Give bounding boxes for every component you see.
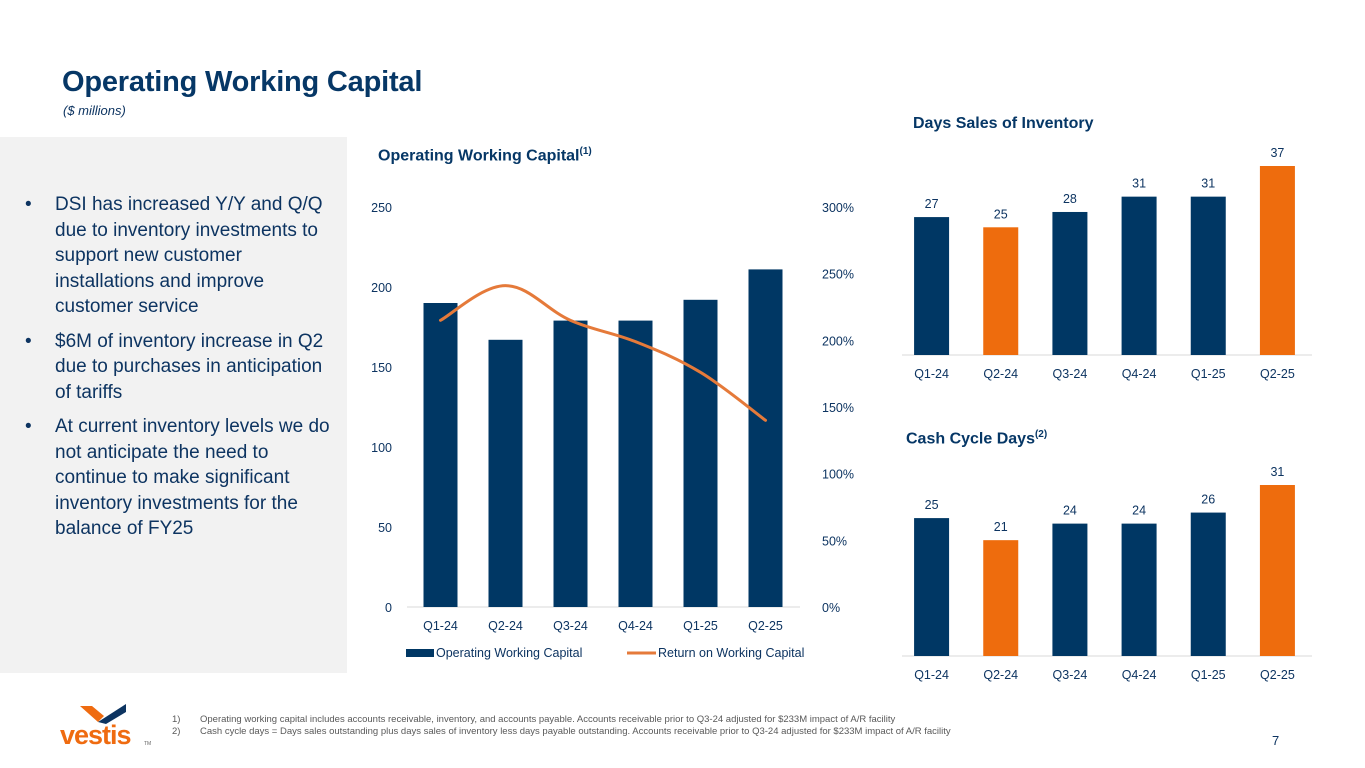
owc-chart-title-footnote: (1)	[579, 146, 592, 157]
ccd-data-label: 24	[1132, 504, 1146, 518]
legend-label-rowc: Return on Working Capital	[658, 646, 804, 660]
bullet-text: At current inventory levels we do not an…	[55, 416, 330, 539]
rowc-line	[439, 284, 767, 422]
dsi-data-label: 27	[925, 197, 939, 211]
logo-chevron-icon	[80, 704, 126, 724]
dsi-x-tick-label: Q2-25	[1260, 367, 1295, 381]
ccd-x-tick-label: Q2-25	[1260, 668, 1295, 682]
dsi-chart-title: Days Sales of Inventory	[913, 115, 1094, 133]
footnote-number: 1)	[172, 714, 181, 725]
bullet-text: $6M of inventory increase in Q2 due to p…	[55, 330, 324, 403]
dsi-bar	[1190, 196, 1226, 355]
ccd-bar	[1121, 523, 1157, 656]
dsi-x-tick-label: Q1-24	[914, 367, 949, 381]
ccd-x-tick-label: Q2-24	[983, 668, 1018, 682]
y-left-tick-label: 150	[371, 361, 392, 375]
logo-trademark: TM	[144, 741, 152, 747]
footnote-2: 2) Cash cycle days = Days sales outstandi…	[172, 726, 951, 738]
ccd-bar	[1190, 512, 1226, 656]
vestis-logo: vestis TM	[60, 702, 152, 752]
ccd-x-tick-label: Q4-24	[1122, 668, 1157, 682]
page-subtitle: ($ millions)	[63, 103, 126, 118]
owc-chart-title-text: Operating Working Capital	[378, 147, 580, 165]
dsi-x-tick-label: Q2-24	[983, 367, 1018, 381]
owc-bar	[683, 299, 718, 607]
dsi-x-tick-label: Q1-25	[1191, 367, 1226, 381]
y-left-tick-label: 50	[378, 521, 392, 535]
x-tick-label: Q4-24	[618, 619, 653, 633]
dsi-bar	[1052, 211, 1088, 355]
ccd-chart-title-footnote: (2)	[1034, 429, 1048, 440]
owc-bar	[488, 339, 523, 607]
ccd-x-tick-label: Q1-25	[1191, 668, 1226, 682]
legend-label-owc: Operating Working Capital	[436, 646, 582, 660]
ccd-bar	[1259, 485, 1295, 656]
y-right-tick-label: 100%	[822, 468, 854, 482]
y-right-tick-label: 0%	[822, 601, 840, 615]
footnotes: 1) Operating working capital includes acc…	[172, 714, 951, 738]
owc-bar	[553, 320, 588, 607]
ccd-data-label: 25	[925, 498, 939, 512]
ccd-chart-title-text: Cash Cycle Days	[906, 430, 1035, 448]
y-right-tick-label: 200%	[822, 334, 854, 348]
bullet-item: • At current inventory levels we do not a…	[25, 414, 335, 542]
y-left-tick-label: 250	[371, 201, 392, 215]
bullet-item: • DSI has increased Y/Y and Q/Q due to in…	[25, 192, 335, 320]
x-tick-label: Q1-25	[683, 619, 718, 633]
y-left-tick-label: 0	[385, 601, 392, 615]
ccd-bar	[1052, 523, 1088, 656]
dsi-bar	[914, 217, 950, 355]
footnote-number: 2)	[172, 726, 181, 737]
footnote-1: 1) Operating working capital includes acc…	[172, 714, 951, 726]
page-title: Operating Working Capital	[62, 66, 423, 98]
dsi-data-label: 31	[1132, 177, 1146, 191]
ccd-bar	[983, 540, 1019, 656]
ccd-data-label: 21	[994, 520, 1008, 534]
x-tick-label: Q1-24	[423, 619, 458, 633]
bullet-item: • $6M of inventory increase in Q2 due to …	[25, 329, 335, 406]
x-tick-label: Q3-24	[553, 619, 588, 633]
footnote-text: Cash cycle days = Days sales outstanding…	[200, 726, 951, 737]
owc-bar	[423, 303, 458, 607]
bullet-text: DSI has increased Y/Y and Q/Q due to inv…	[55, 194, 323, 317]
logo-wordmark: vestis	[60, 720, 132, 750]
x-tick-label: Q2-25	[748, 619, 783, 633]
ccd-x-tick-label: Q3-24	[1053, 668, 1088, 682]
dsi-data-label: 31	[1201, 177, 1215, 191]
dsi-data-label: 37	[1270, 146, 1284, 160]
bullet-marker: •	[25, 194, 32, 215]
owc-bar	[618, 320, 653, 607]
commentary-bullets: • DSI has increased Y/Y and Q/Q due to in…	[25, 192, 335, 551]
dsi-data-label: 25	[994, 207, 1008, 221]
bullet-marker: •	[25, 416, 32, 437]
commentary-panel	[0, 137, 347, 673]
owc-chart-title: Operating Working Capital(1)	[378, 146, 592, 165]
ccd-chart-title: Cash Cycle Days(2)	[906, 429, 1047, 448]
y-right-tick-label: 150%	[822, 401, 854, 415]
y-left-tick-label: 100	[371, 441, 392, 455]
ccd-data-label: 26	[1201, 493, 1215, 507]
y-left-tick-label: 200	[371, 281, 392, 295]
ccd-data-label: 24	[1063, 504, 1077, 518]
dsi-bar	[1121, 196, 1157, 355]
bullet-marker: •	[25, 330, 32, 352]
ccd-x-tick-label: Q1-24	[914, 668, 949, 682]
y-right-tick-label: 300%	[822, 201, 854, 215]
dsi-chart-title-text: Days Sales of Inventory	[913, 115, 1094, 132]
ccd-data-label: 31	[1270, 465, 1284, 479]
dsi-bar	[983, 227, 1019, 355]
y-right-tick-label: 250%	[822, 268, 854, 282]
page-number: 7	[1272, 733, 1280, 748]
x-tick-label: Q2-24	[488, 619, 523, 633]
footnote-text: Operating working capital includes accou…	[200, 714, 896, 725]
dsi-data-label: 28	[1063, 192, 1077, 206]
y-right-tick-label: 50%	[822, 534, 847, 548]
legend-swatch-owc	[406, 649, 434, 657]
owc-bar	[748, 269, 783, 607]
dsi-x-tick-label: Q4-24	[1122, 367, 1157, 381]
dsi-bar	[1259, 166, 1295, 355]
ccd-bar	[914, 518, 950, 656]
dsi-x-tick-label: Q3-24	[1053, 367, 1088, 381]
